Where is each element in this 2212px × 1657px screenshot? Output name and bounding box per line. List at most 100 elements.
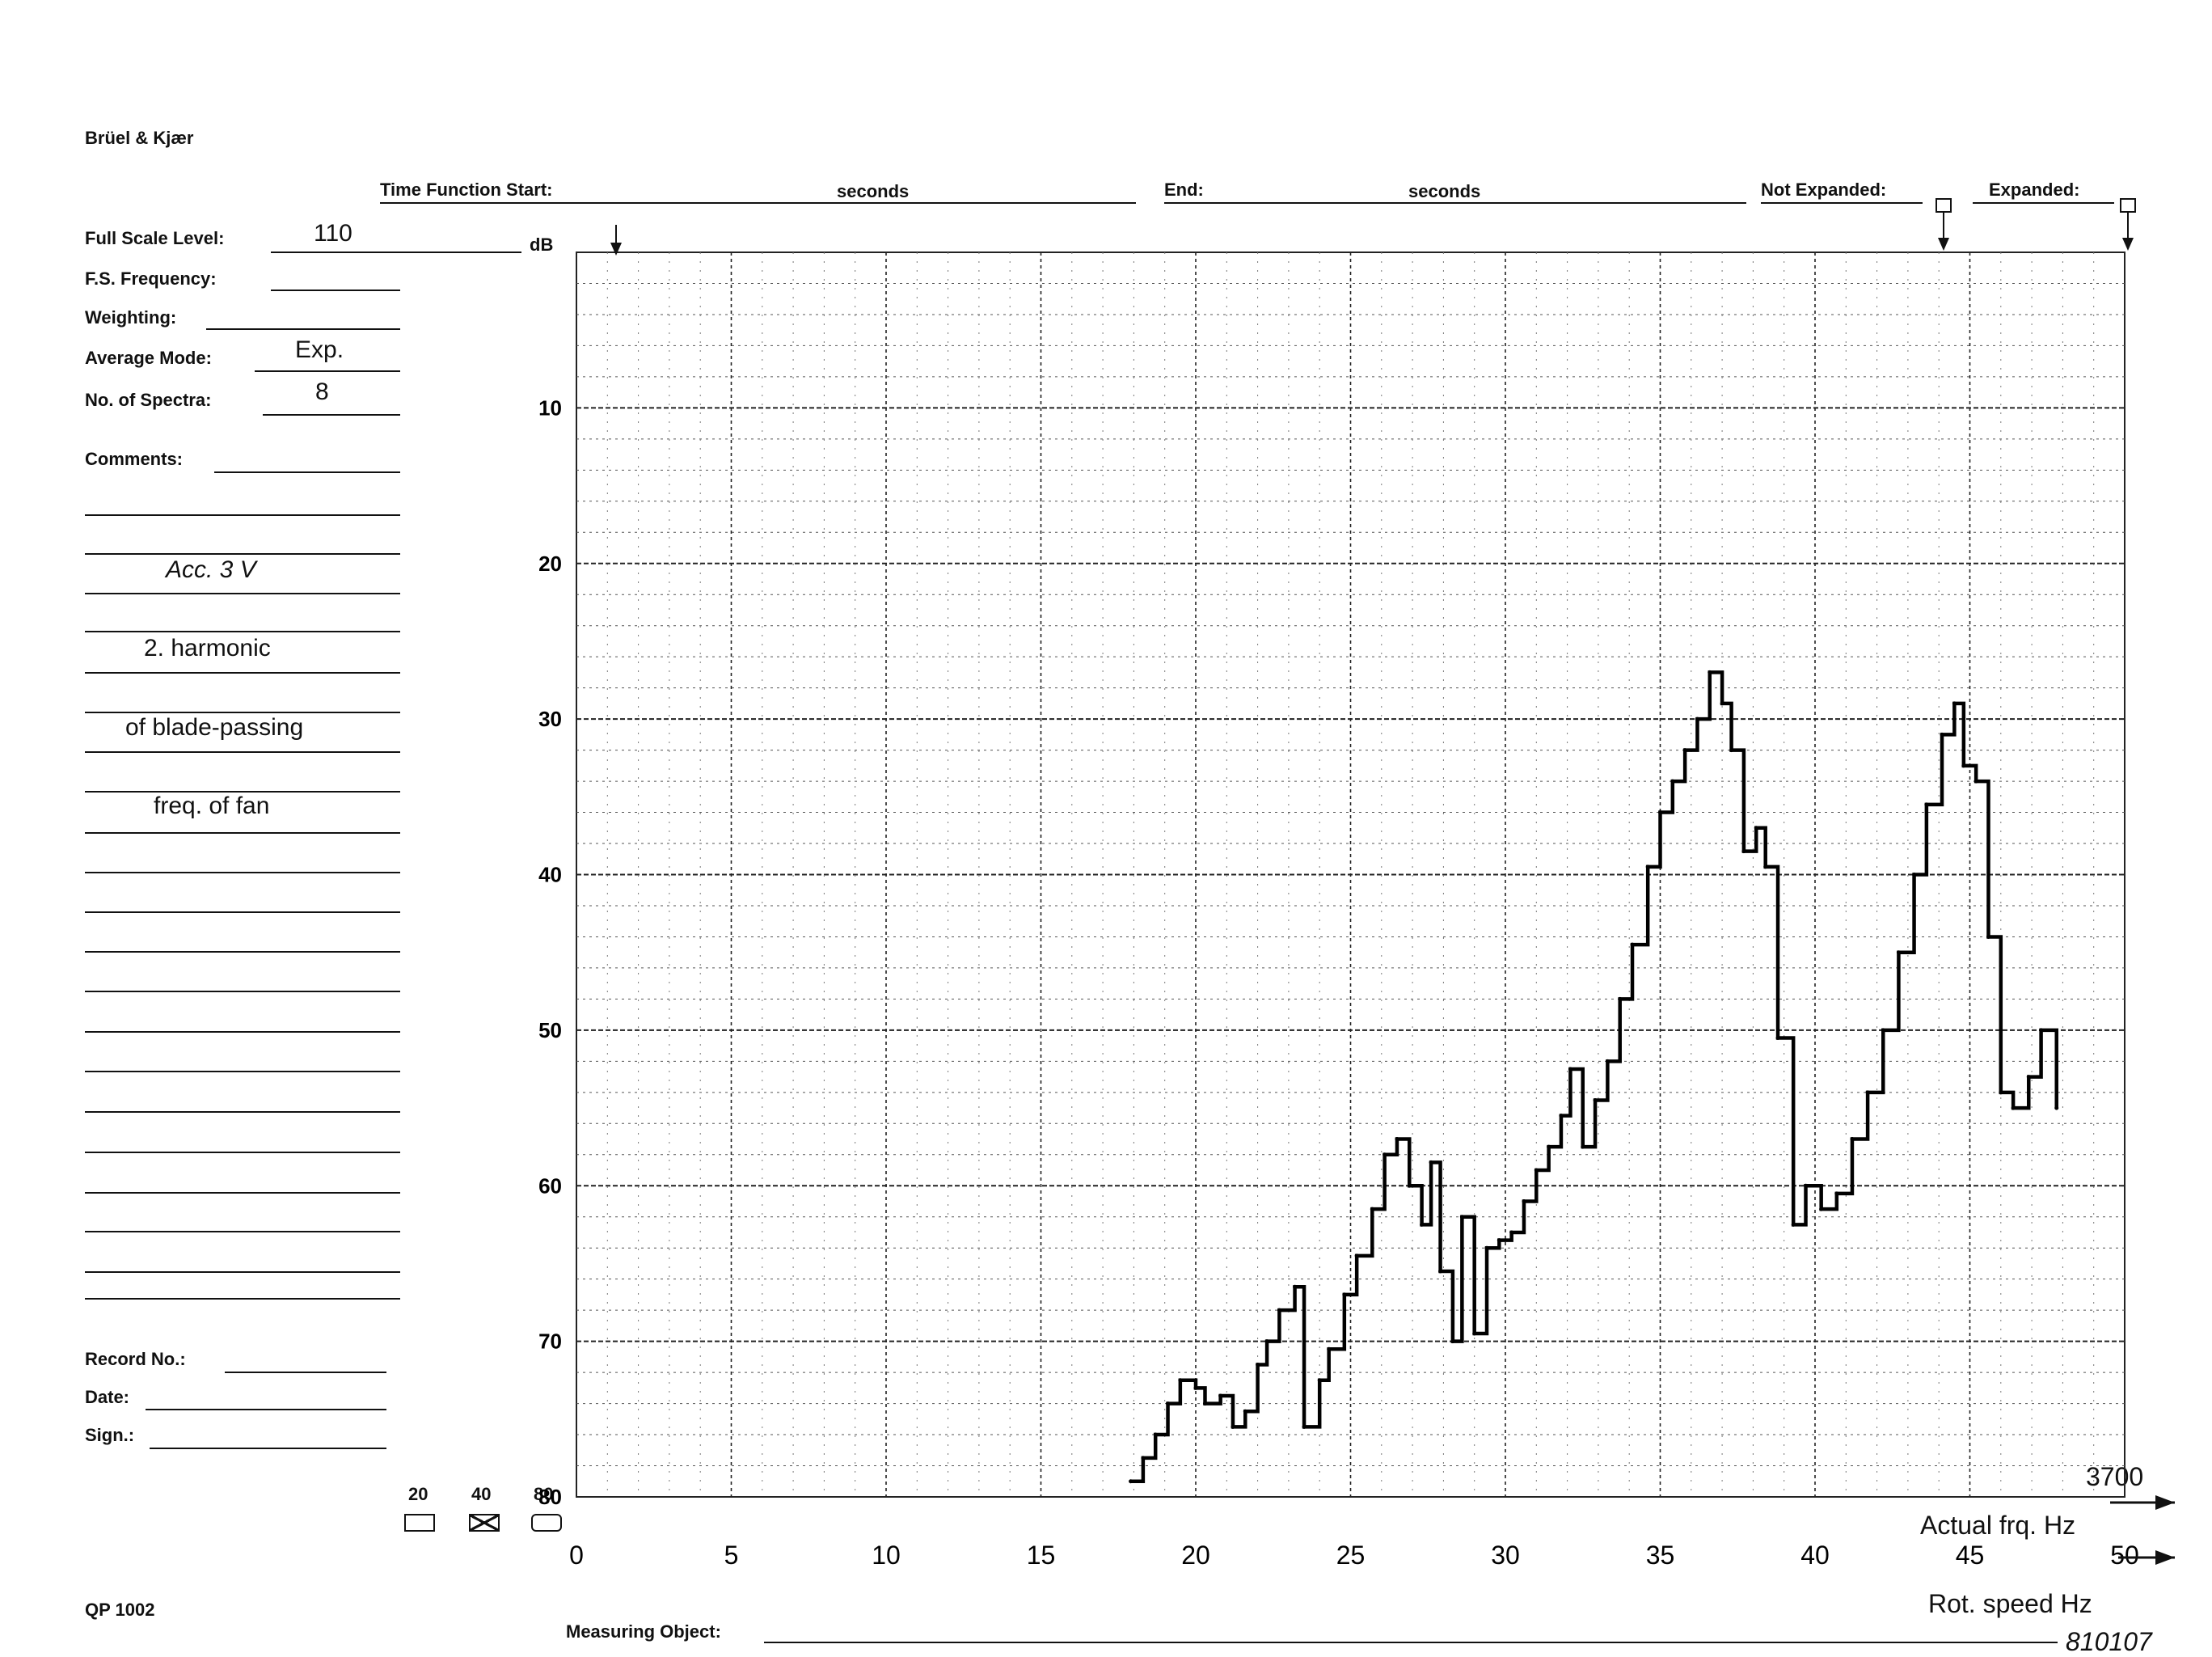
data-point: [1522, 1198, 1526, 1203]
data-point: [1952, 701, 1957, 706]
fs-frequency-label: F.S. Frequency:: [85, 268, 217, 289]
comment-underline: [85, 832, 400, 834]
y-tick-label: 70: [538, 1329, 562, 1354]
full-scale-level-label: Full Scale Level:: [85, 228, 225, 248]
rot-speed-arrowhead: [2155, 1550, 2175, 1565]
data-point: [1342, 1292, 1347, 1297]
time-end-line: [1164, 202, 1746, 204]
x-tick-label: 30: [1491, 1541, 1520, 1570]
x-tick-label: 20: [1181, 1541, 1210, 1570]
comment-underline: [85, 1071, 400, 1072]
end-label: End:: [1164, 180, 1204, 200]
date-line: [146, 1409, 386, 1410]
y-tick-label: 40: [538, 863, 562, 887]
data-point: [1178, 1378, 1183, 1383]
data-point: [1218, 1393, 1223, 1398]
data-point: [1429, 1160, 1433, 1165]
full-scale-line: [271, 252, 521, 253]
data-point: [1509, 1230, 1514, 1235]
data-point: [1695, 716, 1699, 721]
sign-label: Sign.:: [85, 1425, 135, 1445]
y-tick-label: 30: [538, 707, 562, 731]
data-point: [1129, 1479, 1133, 1484]
data-point: [1961, 763, 1966, 768]
data-point: [1420, 1222, 1425, 1227]
expanded-label: Expanded:: [1989, 180, 2080, 200]
date-label: Date:: [85, 1387, 130, 1407]
y-tick-label: 20: [538, 552, 562, 576]
data-point: [1924, 802, 1929, 807]
data-point: [1940, 732, 1944, 737]
data-point: [1973, 779, 1978, 784]
average-mode-label: Average Mode:: [85, 348, 212, 368]
data-point: [1912, 873, 1917, 877]
data-point: [1327, 1346, 1332, 1351]
x-tick-label: 50: [2110, 1541, 2139, 1570]
expanded-checkbox: [2120, 198, 2136, 213]
data-point: [1775, 1035, 1780, 1040]
data-point: [1438, 1269, 1443, 1274]
range-checkbox-80[interactable]: [531, 1514, 562, 1532]
data-point: [1277, 1308, 1281, 1312]
data-point: [1658, 810, 1662, 815]
x-tick-label: 35: [1646, 1541, 1675, 1570]
data-point: [1645, 864, 1650, 869]
data-point: [1708, 670, 1712, 674]
x-tick-label: 0: [569, 1541, 584, 1570]
data-point: [1166, 1401, 1171, 1406]
no-of-spectra-line: [263, 414, 400, 416]
data-point: [1450, 1339, 1455, 1344]
y-tick-label: 80: [538, 1485, 562, 1509]
comment-underline: [85, 991, 400, 992]
range-checkbox-40-checked[interactable]: [469, 1514, 500, 1532]
comment-underline: [85, 553, 400, 555]
data-point: [1559, 1114, 1564, 1118]
range-option-40: 40: [471, 1484, 492, 1504]
comment-line-2: 2. harmonic: [144, 635, 271, 662]
range-checkbox-20[interactable]: [404, 1514, 435, 1532]
comment-underline: [85, 1152, 400, 1153]
data-point: [1547, 1144, 1551, 1149]
comment-line-1: Acc. 3 V: [166, 556, 256, 583]
comment-underline: [85, 872, 400, 873]
comment-underline: [85, 712, 400, 713]
data-point: [1819, 1207, 1824, 1211]
comment-line-4: freq. of fan: [154, 793, 270, 819]
y-tick-label: 60: [538, 1173, 562, 1198]
comment-underline: [85, 1231, 400, 1232]
actual-frq-arrowhead: [2155, 1495, 2175, 1510]
seconds-label-1: seconds: [837, 181, 910, 201]
x-tick-label: 5: [724, 1541, 739, 1570]
x-tick-label: 45: [1956, 1541, 1985, 1570]
y-tick-label: 10: [538, 395, 562, 420]
data-point: [1193, 1385, 1198, 1390]
comments-line: [214, 471, 400, 473]
x-axis-label-rot-speed: Rot. speed Hz: [1928, 1589, 2092, 1618]
comment-line-3: of blade-passing: [125, 714, 304, 741]
comment-underline: [85, 1192, 400, 1194]
not-expanded-checkbox: [1936, 198, 1952, 213]
data-point: [1763, 864, 1768, 869]
data-point: [1593, 1097, 1598, 1102]
data-point: [1231, 1424, 1235, 1429]
x-tick-label: 15: [1027, 1541, 1056, 1570]
average-mode-value: Exp.: [295, 336, 344, 363]
comment-underline: [85, 791, 400, 793]
data-point: [1534, 1168, 1539, 1173]
data-point: [1153, 1432, 1158, 1437]
comment-underline: [85, 1298, 400, 1300]
brand-label: Brüel & Kjær: [85, 128, 194, 148]
data-point: [1382, 1152, 1387, 1157]
record-no-label: Record No.:: [85, 1349, 186, 1369]
data-point: [1618, 996, 1623, 1001]
data-point: [1472, 1331, 1477, 1336]
data-point: [1896, 950, 1901, 955]
data-point: [1496, 1238, 1501, 1243]
x-tick-label: 25: [1336, 1541, 1366, 1570]
comment-underline: [85, 672, 400, 674]
data-point: [1302, 1424, 1307, 1429]
data-point: [1881, 1028, 1885, 1033]
weighting-line: [206, 328, 400, 330]
comment-underline: [85, 514, 400, 516]
